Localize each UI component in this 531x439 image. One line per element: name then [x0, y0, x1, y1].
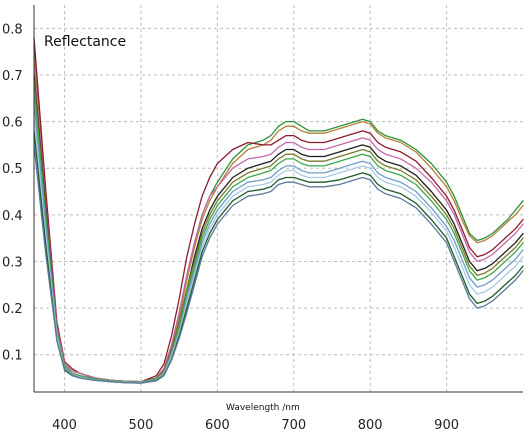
series-line-3: [33, 36, 524, 383]
x-axis-label: Wavelength /nm: [226, 403, 300, 413]
x-tick-label: 500: [129, 418, 154, 433]
series-line-4: [33, 64, 524, 383]
y-tick-label: 0.3: [2, 255, 23, 270]
y-tick-label: 0.6: [2, 116, 23, 131]
y-tick-label: 0.7: [2, 69, 23, 84]
y-axis-label: Reflectance: [44, 34, 126, 50]
x-tick-label: 400: [52, 418, 77, 433]
x-tick-label: 700: [281, 418, 306, 433]
y-tick-label: 0.1: [2, 349, 23, 364]
x-tick-label: 900: [434, 418, 459, 433]
y-tick-label: 0.4: [2, 209, 23, 224]
y-tick-label: 0.5: [2, 162, 23, 177]
series-line-8: [33, 102, 524, 384]
axis-layer: [33, 5, 523, 393]
series-layer: [33, 36, 524, 384]
x-tick-label: 800: [358, 418, 383, 433]
series-line-10: [33, 130, 524, 384]
series-line-2: [33, 55, 524, 383]
series-line-11: [33, 144, 524, 384]
series-line-5: [33, 74, 524, 383]
tick-layer: 400 500 600 700 800 900 0.1 0.2 0.3 0.4 0.5 0.6 0.7 0…: [2, 22, 459, 433]
x-tick-label: 600: [205, 418, 230, 433]
series-line-7: [33, 88, 524, 383]
y-tick-label: 0.2: [2, 302, 23, 317]
y-tick-label: 0.8: [2, 22, 23, 37]
grid-layer: [34, 5, 523, 392]
